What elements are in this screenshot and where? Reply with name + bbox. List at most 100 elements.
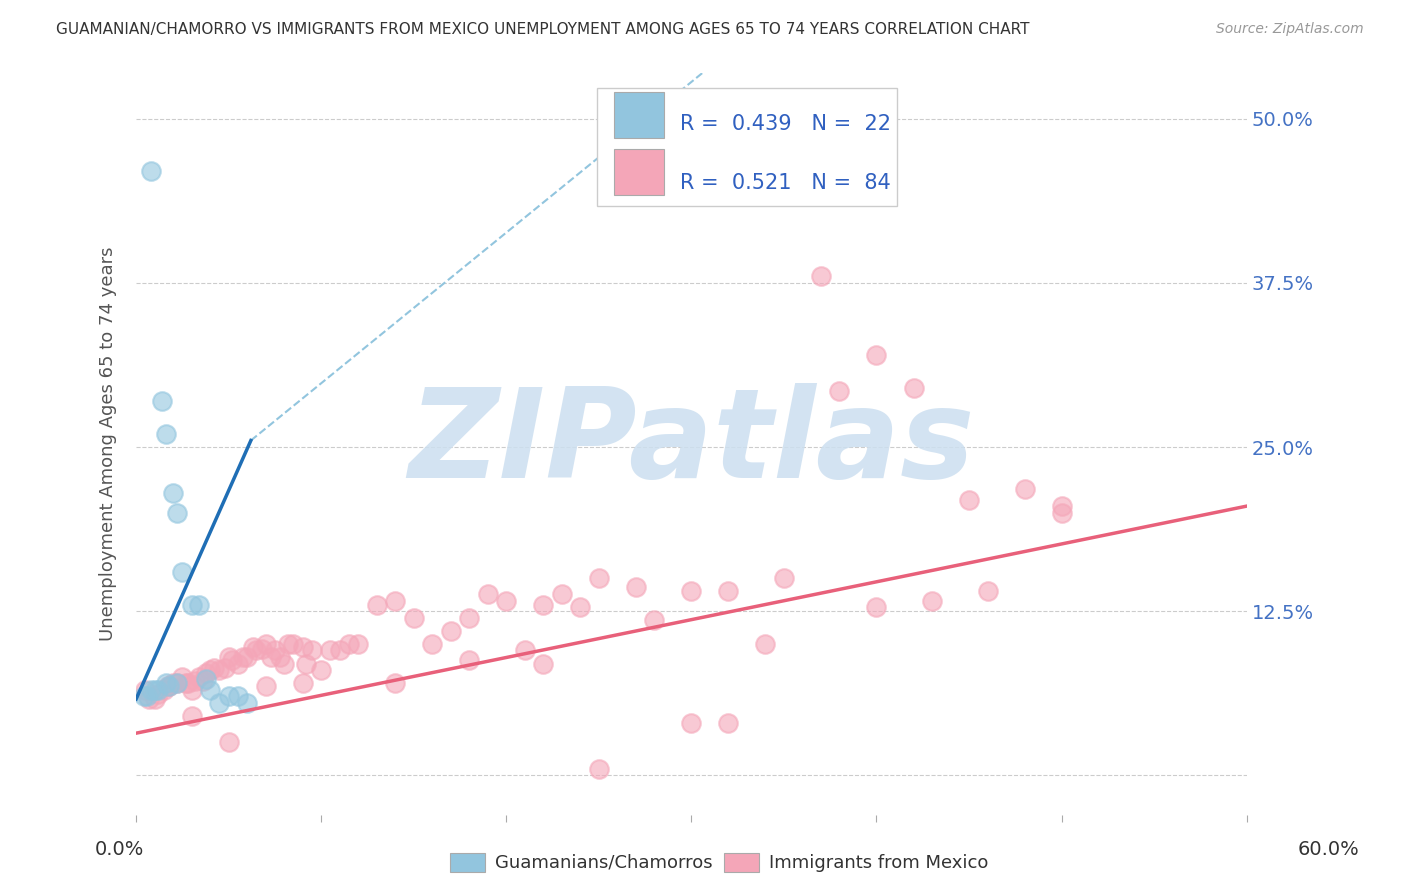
Point bbox=[865, 348, 887, 362]
Point bbox=[569, 600, 592, 615]
Point bbox=[198, 682, 221, 697]
Point bbox=[681, 584, 703, 599]
Point bbox=[132, 690, 155, 704]
Point bbox=[588, 762, 610, 776]
Point bbox=[166, 676, 188, 690]
Point bbox=[245, 643, 267, 657]
Point bbox=[184, 673, 207, 688]
Point bbox=[273, 657, 295, 671]
Point bbox=[643, 613, 665, 627]
Point bbox=[1050, 506, 1073, 520]
Point bbox=[226, 690, 249, 704]
Point bbox=[159, 679, 181, 693]
Point bbox=[153, 682, 176, 697]
Point bbox=[976, 584, 998, 599]
Point bbox=[903, 381, 925, 395]
Point bbox=[295, 657, 318, 671]
Point bbox=[319, 643, 342, 657]
Point bbox=[531, 598, 554, 612]
Point bbox=[232, 650, 254, 665]
Point bbox=[717, 715, 740, 730]
Point bbox=[159, 679, 181, 693]
Point bbox=[218, 735, 240, 749]
Point bbox=[195, 665, 218, 680]
Point bbox=[1050, 499, 1073, 513]
Point bbox=[254, 679, 277, 693]
Point bbox=[214, 660, 236, 674]
Point bbox=[180, 682, 202, 697]
Point bbox=[136, 690, 159, 704]
Text: 60.0%: 60.0% bbox=[1298, 840, 1360, 859]
Text: 0.0%: 0.0% bbox=[94, 840, 145, 859]
Text: R =  0.521   N =  84: R = 0.521 N = 84 bbox=[681, 173, 891, 193]
Point bbox=[828, 384, 851, 398]
Point bbox=[148, 682, 170, 697]
Point bbox=[773, 571, 796, 585]
Point bbox=[202, 660, 225, 674]
Point bbox=[301, 643, 323, 657]
Point bbox=[191, 673, 214, 688]
Point bbox=[156, 679, 179, 693]
Point bbox=[754, 637, 776, 651]
Point bbox=[138, 692, 160, 706]
Point bbox=[531, 657, 554, 671]
Point bbox=[198, 663, 221, 677]
Point bbox=[260, 650, 283, 665]
Point bbox=[551, 587, 574, 601]
Point bbox=[717, 584, 740, 599]
Point bbox=[291, 640, 314, 654]
Point bbox=[1014, 482, 1036, 496]
Point bbox=[134, 682, 156, 697]
Point bbox=[440, 624, 463, 638]
Point bbox=[188, 598, 211, 612]
Point bbox=[155, 676, 177, 690]
Point bbox=[236, 696, 259, 710]
Point bbox=[174, 676, 197, 690]
Text: ZIPatlas: ZIPatlas bbox=[408, 384, 974, 504]
Point bbox=[143, 682, 166, 697]
Point bbox=[150, 394, 173, 409]
Point bbox=[921, 593, 943, 607]
Point bbox=[139, 682, 162, 697]
Point bbox=[384, 593, 406, 607]
Point bbox=[195, 673, 218, 687]
Point bbox=[166, 676, 188, 690]
Point bbox=[269, 650, 291, 665]
Text: Source: ZipAtlas.com: Source: ZipAtlas.com bbox=[1216, 22, 1364, 37]
Text: Immigrants from Mexico: Immigrants from Mexico bbox=[769, 854, 988, 871]
Point bbox=[347, 637, 370, 651]
FancyBboxPatch shape bbox=[613, 92, 664, 138]
Point bbox=[337, 637, 360, 651]
Point bbox=[420, 637, 443, 651]
Point bbox=[681, 715, 703, 730]
Point bbox=[277, 637, 299, 651]
Point bbox=[221, 653, 243, 667]
Text: Guamanians/Chamorros: Guamanians/Chamorros bbox=[495, 854, 713, 871]
FancyBboxPatch shape bbox=[613, 149, 664, 195]
Point bbox=[172, 670, 194, 684]
Point bbox=[143, 692, 166, 706]
Point bbox=[162, 486, 184, 500]
Point bbox=[264, 643, 287, 657]
Point bbox=[495, 593, 517, 607]
Point bbox=[283, 637, 305, 651]
Point bbox=[384, 676, 406, 690]
Point bbox=[180, 709, 202, 723]
Point bbox=[166, 506, 188, 520]
Point bbox=[624, 581, 647, 595]
Point bbox=[810, 269, 832, 284]
Point bbox=[148, 687, 170, 701]
Point bbox=[513, 643, 536, 657]
Y-axis label: Unemployment Among Ages 65 to 74 years: Unemployment Among Ages 65 to 74 years bbox=[100, 246, 117, 641]
Point bbox=[291, 676, 314, 690]
Point bbox=[366, 598, 388, 612]
Text: GUAMANIAN/CHAMORRO VS IMMIGRANTS FROM MEXICO UNEMPLOYMENT AMONG AGES 65 TO 74 YE: GUAMANIAN/CHAMORRO VS IMMIGRANTS FROM ME… bbox=[56, 22, 1029, 37]
Point bbox=[458, 610, 481, 624]
Point bbox=[177, 676, 200, 690]
Point bbox=[242, 640, 264, 654]
Point bbox=[588, 571, 610, 585]
Point bbox=[458, 653, 481, 667]
Point bbox=[155, 426, 177, 441]
Point bbox=[139, 164, 162, 178]
FancyBboxPatch shape bbox=[598, 87, 897, 206]
